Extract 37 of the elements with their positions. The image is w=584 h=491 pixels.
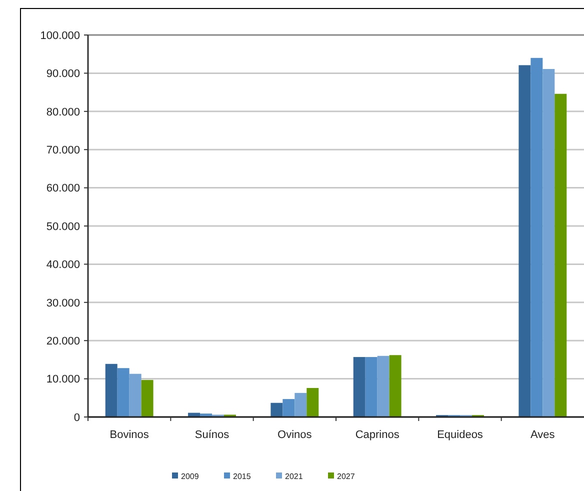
x-tick-label: Suínos [194,429,230,441]
legend-label: 2021 [285,472,304,481]
y-tick-label: 40.000 [46,259,80,272]
bar [542,69,555,417]
y-tick-label: 100.000 [40,30,80,42]
bar [270,402,283,417]
x-tick-label: Bovinos [110,429,150,441]
y-tick-label: 10.000 [46,374,80,386]
bar [389,355,402,417]
bar [518,65,531,417]
y-tick-label: 90.000 [46,68,80,80]
bar [353,357,366,417]
bar [365,357,378,417]
legend-label: 2009 [181,472,200,481]
y-tick-label: 80.000 [46,106,80,118]
bar [294,392,307,417]
y-tick-label: 20.000 [46,335,80,348]
y-tick-label: 70.000 [46,144,80,156]
y-tick-label: 0 [74,412,80,424]
y-tick-label: 30.000 [46,297,80,310]
bar [554,94,567,417]
legend-label: 2015 [233,472,252,481]
bar [105,364,118,417]
bar [530,58,543,417]
y-tick-label: 50.000 [46,220,80,233]
x-tick-label: Caprinos [355,429,400,441]
bar [129,374,142,417]
bar [377,356,390,417]
x-tick-label: Equideos [437,429,484,441]
bar [282,399,295,417]
bar [306,388,319,417]
x-tick-label: Ovinos [278,429,312,441]
bar [141,380,154,417]
y-tick-label: 60.000 [46,182,80,195]
legend-label: 2027 [337,472,356,481]
bar [117,368,130,417]
x-tick-label: Aves [530,429,556,441]
